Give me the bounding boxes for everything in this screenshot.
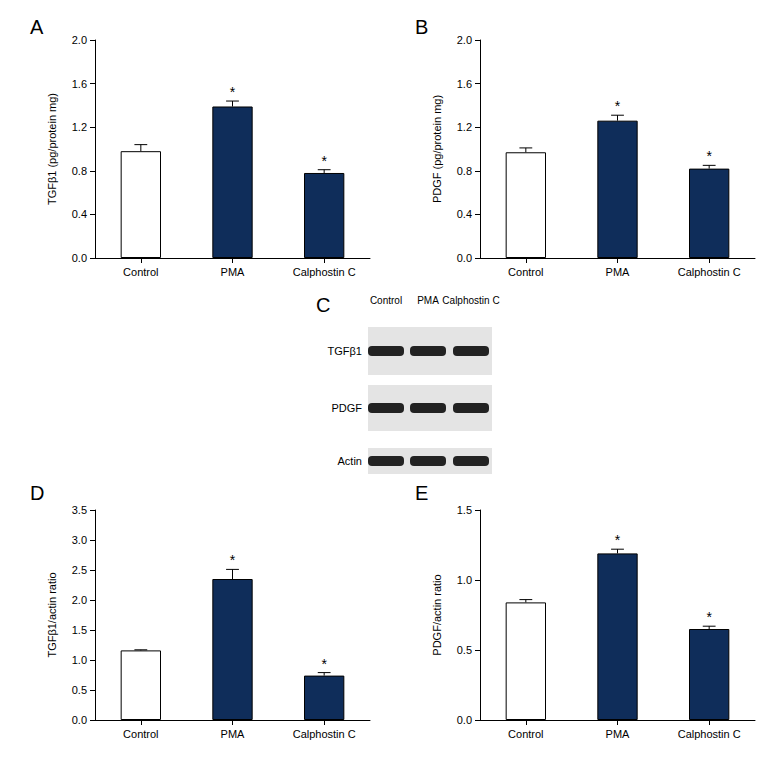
svg-text:3.5: 3.5 <box>72 504 87 516</box>
svg-text:*: * <box>615 532 621 548</box>
svg-text:*: * <box>230 552 236 568</box>
svg-text:PMA: PMA <box>606 728 631 740</box>
svg-text:2.0: 2.0 <box>72 594 87 606</box>
svg-text:PDGF/actin ratio: PDGF/actin ratio <box>431 574 443 655</box>
svg-text:*: * <box>706 609 712 625</box>
svg-text:PMA: PMA <box>221 266 246 278</box>
svg-text:2.5: 2.5 <box>72 564 87 576</box>
svg-text:D: D <box>30 482 44 504</box>
svg-text:B: B <box>415 16 428 38</box>
svg-text:0.0: 0.0 <box>72 252 87 264</box>
svg-text:*: * <box>706 148 712 164</box>
svg-text:1.5: 1.5 <box>72 624 87 636</box>
svg-text:C: C <box>316 294 330 316</box>
svg-text:Control: Control <box>370 295 402 306</box>
svg-text:*: * <box>321 656 327 672</box>
svg-text:A: A <box>30 16 44 38</box>
svg-text:0.4: 0.4 <box>457 208 472 220</box>
svg-text:PMA: PMA <box>606 266 631 278</box>
svg-text:Control: Control <box>123 266 158 278</box>
svg-text:PMA: PMA <box>417 295 439 306</box>
svg-text:1.6: 1.6 <box>457 78 472 90</box>
svg-text:TGFβ1: TGFβ1 <box>328 345 362 357</box>
svg-text:1.5: 1.5 <box>457 504 472 516</box>
svg-text:Calphostin C: Calphostin C <box>678 266 741 278</box>
svg-text:Control: Control <box>123 728 158 740</box>
svg-text:Calphostin C: Calphostin C <box>678 728 741 740</box>
svg-text:PDGF: PDGF <box>331 402 362 414</box>
svg-text:0.8: 0.8 <box>457 165 472 177</box>
svg-text:0.0: 0.0 <box>457 252 472 264</box>
svg-text:PMA: PMA <box>221 728 246 740</box>
svg-text:2.0: 2.0 <box>72 34 87 46</box>
svg-text:0.5: 0.5 <box>457 644 472 656</box>
svg-text:Calphostin C: Calphostin C <box>293 266 356 278</box>
svg-text:1.2: 1.2 <box>72 121 87 133</box>
svg-text:1.0: 1.0 <box>457 574 472 586</box>
svg-text:1.6: 1.6 <box>72 78 87 90</box>
svg-text:2.0: 2.0 <box>457 34 472 46</box>
svg-text:E: E <box>415 482 428 504</box>
svg-text:Control: Control <box>508 728 543 740</box>
svg-text:*: * <box>615 98 621 114</box>
svg-text:0.0: 0.0 <box>457 714 472 726</box>
svg-text:0.8: 0.8 <box>72 165 87 177</box>
svg-text:Calphostin C: Calphostin C <box>293 728 356 740</box>
svg-text:*: * <box>230 84 236 100</box>
svg-text:3.0: 3.0 <box>72 534 87 546</box>
svg-text:Actin: Actin <box>338 455 362 467</box>
svg-text:PDGF (pg/protein mg): PDGF (pg/protein mg) <box>431 95 443 203</box>
svg-text:Calphostin C: Calphostin C <box>442 295 499 306</box>
svg-text:0.0: 0.0 <box>72 714 87 726</box>
svg-text:*: * <box>321 153 327 169</box>
svg-text:TGFβ1/actin ratio: TGFβ1/actin ratio <box>46 572 58 657</box>
svg-text:Control: Control <box>508 266 543 278</box>
svg-text:1.0: 1.0 <box>72 654 87 666</box>
svg-text:TGFβ1 (pg/protein mg): TGFβ1 (pg/protein mg) <box>46 93 58 205</box>
svg-text:1.2: 1.2 <box>457 121 472 133</box>
svg-text:0.4: 0.4 <box>72 208 87 220</box>
svg-text:0.5: 0.5 <box>72 684 87 696</box>
